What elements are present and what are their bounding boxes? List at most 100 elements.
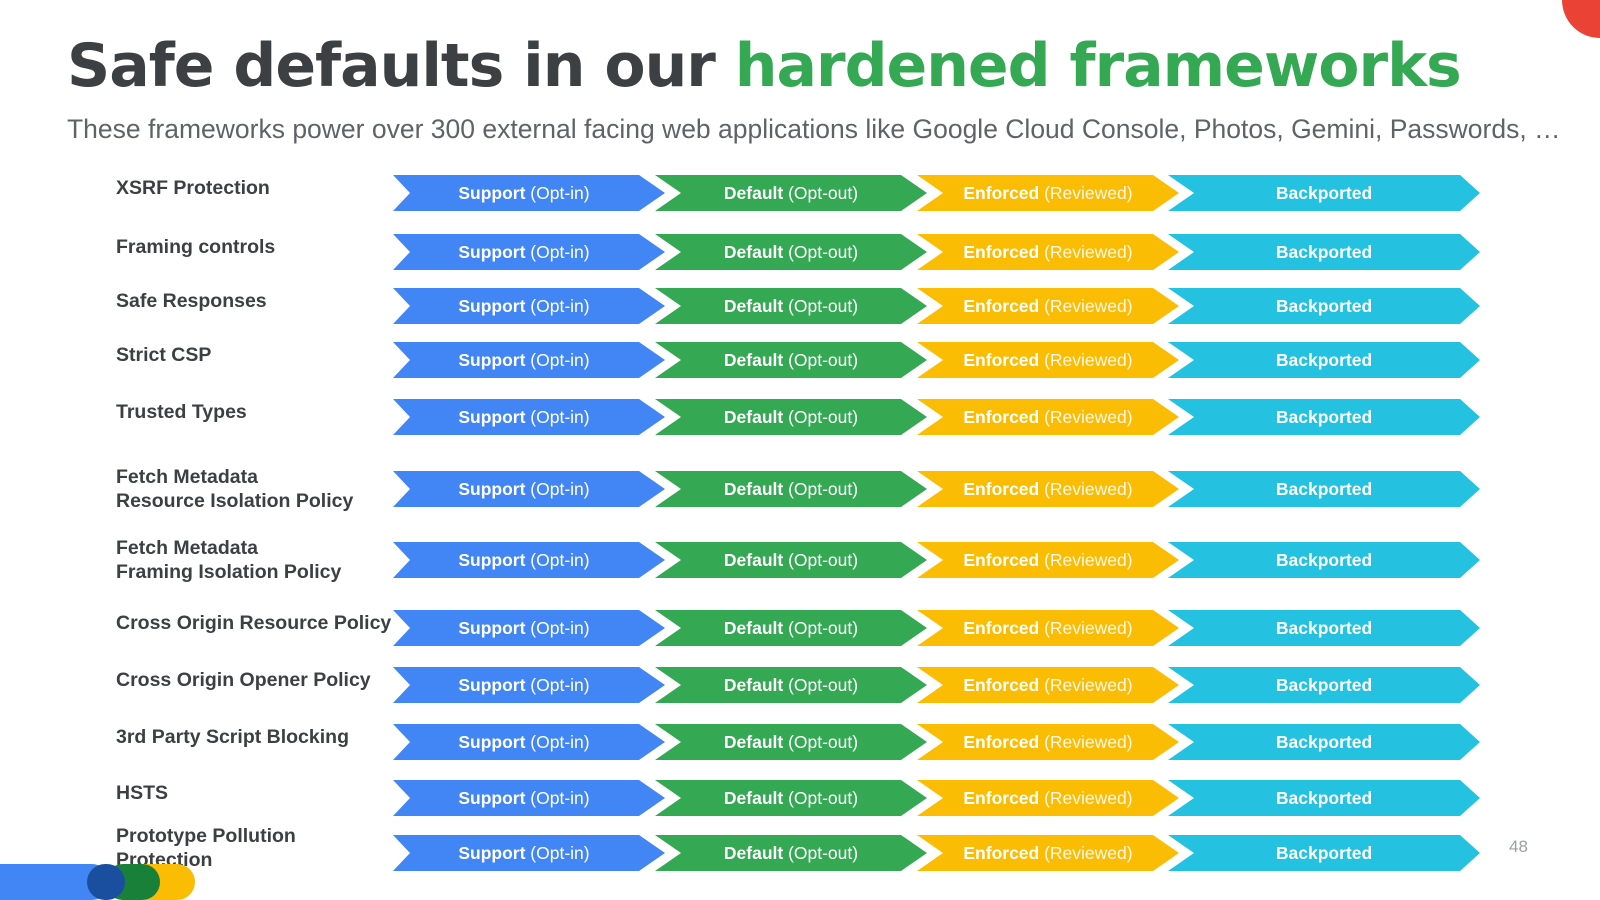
stage-qualifier: (Opt-in) (525, 842, 590, 863)
stage-chevron-backported: Backported (1168, 288, 1480, 324)
stage-label: Enforced (963, 478, 1040, 499)
feature-label: Safe Responses (116, 290, 267, 312)
stage-label: Default (723, 349, 784, 370)
stage-qualifier: (Opt-out) (783, 241, 859, 262)
stage-label: Support (458, 349, 526, 370)
stage-label: Default (723, 182, 784, 203)
stage-qualifier: (Reviewed) (1039, 349, 1133, 370)
stage-qualifier: (Reviewed) (1039, 241, 1133, 262)
stage-qualifier: (Opt-out) (783, 295, 859, 316)
stage-qualifier: (Opt-out) (783, 674, 859, 695)
stage-qualifier: (Opt-out) (783, 731, 859, 752)
stage-qualifier: (Opt-out) (783, 842, 859, 863)
stage-chevron-default: Default (Opt-out) (655, 667, 927, 703)
stage-label: Support (458, 549, 526, 570)
stage-label: Default (723, 787, 784, 808)
stage-qualifier: (Opt-in) (525, 182, 590, 203)
stage-chevron-default: Default (Opt-out) (655, 780, 927, 816)
stage-label: Backported (1275, 787, 1373, 808)
stage-chevron-support: Support (Opt-in) (393, 288, 665, 324)
stage-chevron-enforced: Enforced (Reviewed) (917, 542, 1179, 578)
stage-label: Support (458, 295, 526, 316)
stage-qualifier: (Reviewed) (1039, 617, 1133, 638)
stage-chevron-support: Support (Opt-in) (393, 724, 665, 760)
page-number: 48 (1509, 837, 1528, 856)
stage-chevron-backported: Backported (1168, 399, 1480, 435)
feature-label: XSRF Protection (116, 177, 270, 199)
stage-label: Backported (1275, 549, 1373, 570)
stage-label: Backported (1275, 241, 1373, 262)
stage-qualifier: (Reviewed) (1039, 182, 1133, 203)
stage-label: Enforced (963, 731, 1040, 752)
stage-chevron-support: Support (Opt-in) (393, 835, 665, 871)
page-title: Safe defaults in our hardened frameworks (67, 30, 1462, 102)
stage-chevron-support: Support (Opt-in) (393, 399, 665, 435)
stage-chevron-backported: Backported (1168, 542, 1480, 578)
corner-decoration (1562, 0, 1600, 38)
feature-label: Trusted Types (116, 401, 247, 423)
stage-chevron-enforced: Enforced (Reviewed) (917, 835, 1179, 871)
stage-chevron-support: Support (Opt-in) (393, 667, 665, 703)
stage-chevron-enforced: Enforced (Reviewed) (917, 288, 1179, 324)
stage-chevron-default: Default (Opt-out) (655, 175, 927, 211)
stage-label: Support (458, 241, 526, 262)
feature-label: Framing controls (116, 236, 276, 258)
stage-label: Support (458, 787, 526, 808)
brand-bar-navy (87, 864, 125, 900)
stage-chevron-backported: Backported (1168, 667, 1480, 703)
stage-qualifier: (Opt-out) (783, 549, 859, 570)
feature-label: HSTS (116, 782, 169, 804)
stage-chevron-backported: Backported (1168, 835, 1480, 871)
stage-label: Default (723, 674, 784, 695)
stage-chevron-default: Default (Opt-out) (655, 724, 927, 760)
stage-chevron-enforced: Enforced (Reviewed) (917, 610, 1179, 646)
stage-chevron-default: Default (Opt-out) (655, 342, 927, 378)
stage-chevron-default: Default (Opt-out) (655, 542, 927, 578)
stage-label: Support (458, 478, 526, 499)
stage-label: Support (458, 842, 526, 863)
stage-label: Enforced (963, 182, 1040, 203)
feature-label: 3rd Party Script Blocking (116, 726, 349, 748)
stage-qualifier: (Opt-in) (525, 406, 590, 427)
stage-qualifier: (Reviewed) (1039, 674, 1133, 695)
stage-qualifier: (Opt-out) (783, 182, 859, 203)
stage-label: Enforced (963, 674, 1040, 695)
page-subtitle: These frameworks power over 300 external… (67, 114, 1561, 144)
stage-qualifier: (Opt-in) (525, 617, 590, 638)
stage-label: Support (458, 182, 526, 203)
stage-chevron-enforced: Enforced (Reviewed) (917, 667, 1179, 703)
stage-chevron-default: Default (Opt-out) (655, 610, 927, 646)
stage-label: Support (458, 674, 526, 695)
stage-label: Enforced (963, 295, 1040, 316)
stage-label: Default (723, 406, 784, 427)
stage-label: Backported (1275, 731, 1373, 752)
stage-qualifier: (Opt-out) (783, 787, 859, 808)
stage-label: Backported (1275, 295, 1373, 316)
stage-label: Backported (1275, 478, 1373, 499)
stage-chevron-enforced: Enforced (Reviewed) (917, 399, 1179, 435)
stage-label: Backported (1275, 674, 1373, 695)
stage-chevron-support: Support (Opt-in) (393, 542, 665, 578)
stage-qualifier: (Reviewed) (1039, 787, 1133, 808)
stage-qualifier: (Opt-in) (525, 241, 590, 262)
stage-chevron-backported: Backported (1168, 724, 1480, 760)
feature-label: Cross Origin Opener Policy (116, 669, 371, 691)
stage-label: Enforced (963, 842, 1040, 863)
stage-label: Default (723, 731, 784, 752)
stage-qualifier: (Opt-in) (525, 787, 590, 808)
stage-label: Default (723, 478, 784, 499)
stage-label: Backported (1275, 182, 1373, 203)
feature-label: Cross Origin Resource Policy (116, 612, 392, 634)
stage-chevron-default: Default (Opt-out) (655, 399, 927, 435)
stage-label: Enforced (963, 241, 1040, 262)
stage-chevron-default: Default (Opt-out) (655, 471, 927, 507)
feature-label: Strict CSP (116, 344, 212, 366)
stage-chevron-backported: Backported (1168, 175, 1480, 211)
stage-qualifier: (Opt-in) (525, 349, 590, 370)
stage-qualifier: (Opt-in) (525, 478, 590, 499)
stage-label: Default (723, 241, 784, 262)
stage-chevron-backported: Backported (1168, 342, 1480, 378)
stage-label: Backported (1275, 406, 1373, 427)
feature-label: Prototype Pollution Protection (116, 825, 296, 871)
stage-chevron-enforced: Enforced (Reviewed) (917, 724, 1179, 760)
